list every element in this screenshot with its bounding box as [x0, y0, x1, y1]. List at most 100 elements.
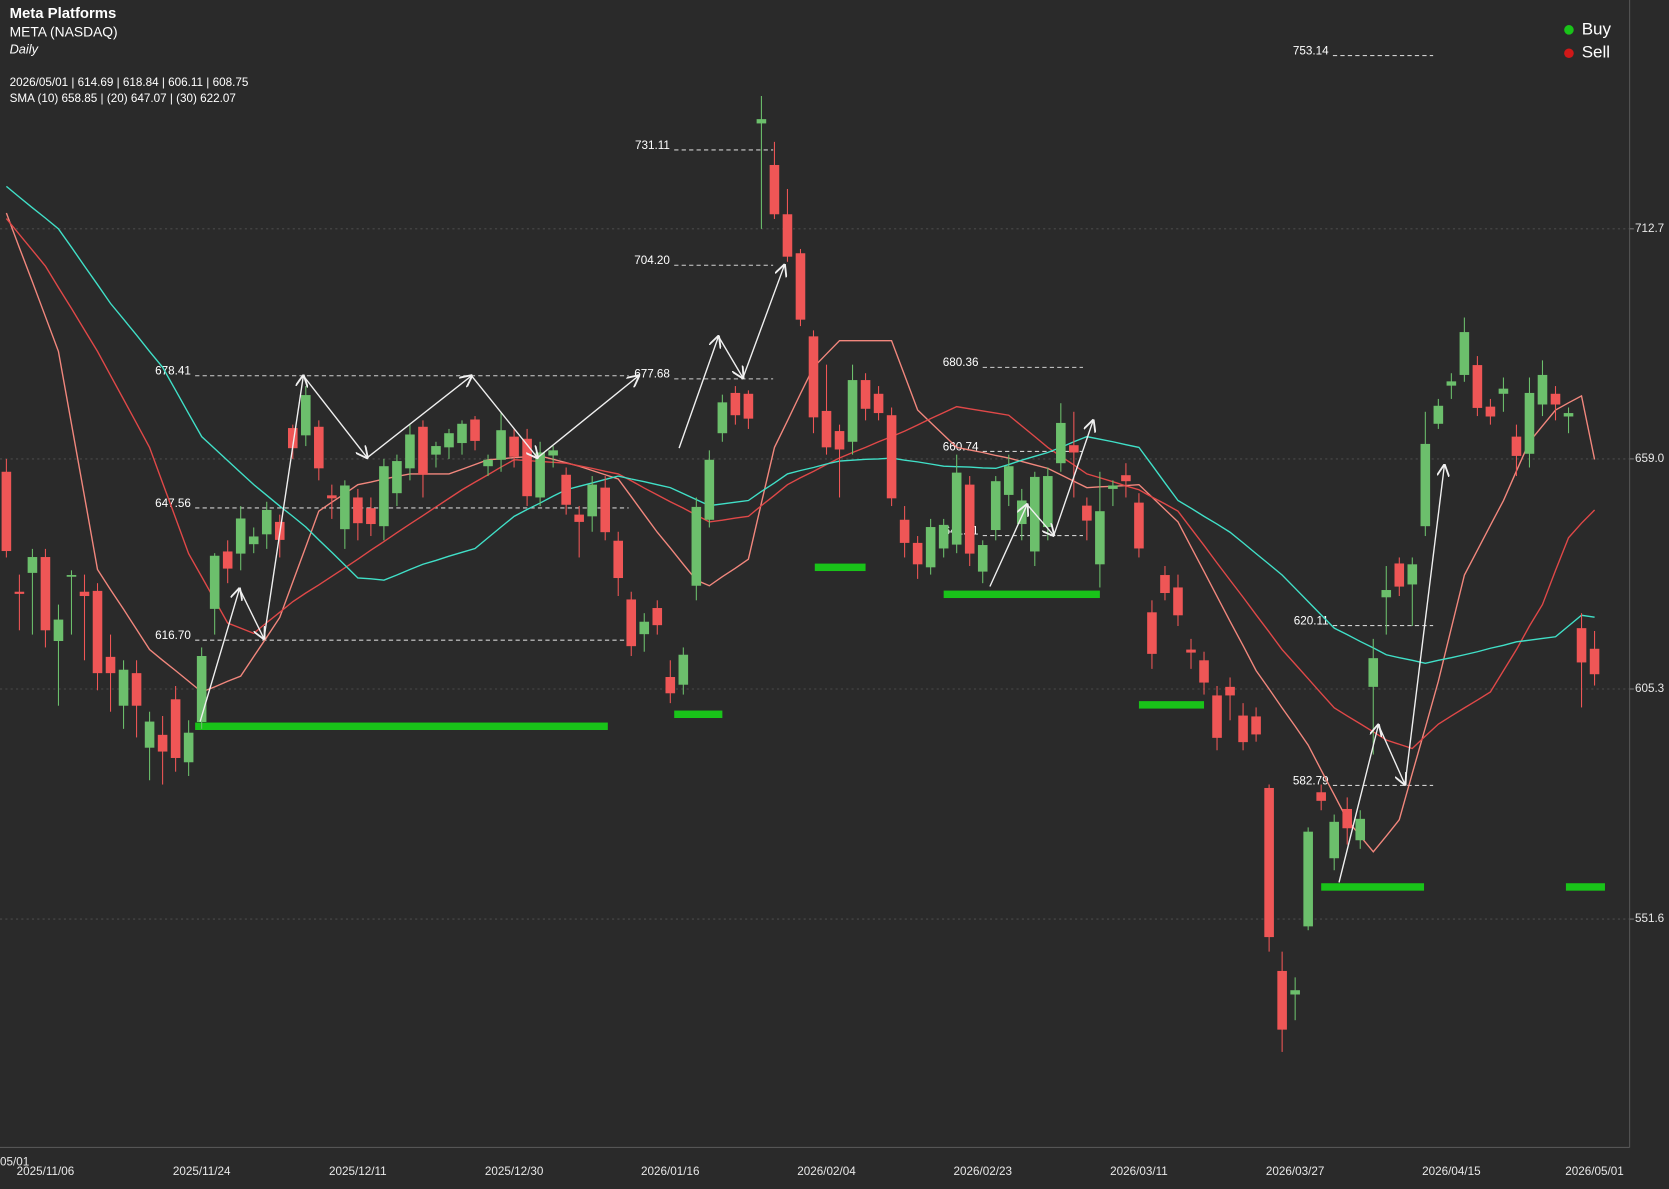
candle-body: [795, 253, 806, 320]
arrow: [1026, 504, 1054, 536]
edge-label: 05/01: [0, 1155, 29, 1168]
candle-body: [1199, 660, 1209, 683]
sma-line: [5, 212, 1596, 853]
candle-body: [1524, 392, 1535, 454]
legend-label: Sell: [1582, 43, 1610, 62]
arrow: [717, 336, 742, 378]
candle-body: [222, 551, 233, 569]
arrow: [989, 505, 1027, 587]
candle-body: [522, 438, 532, 497]
candle-body: [1225, 686, 1235, 696]
candle-body: [574, 514, 584, 522]
candle-body: [66, 575, 77, 577]
x-tick-label: 2026/02/04: [797, 1165, 856, 1178]
candle-body: [964, 484, 975, 554]
candle-body: [1459, 332, 1470, 375]
candle-body: [951, 472, 962, 545]
candle-body: [1277, 970, 1287, 1030]
sma-line: [5, 218, 1596, 750]
arrow: [742, 265, 785, 379]
candle-body: [1407, 564, 1418, 585]
candle-body: [548, 450, 558, 456]
y-tick-label: 605.3: [1635, 682, 1664, 695]
level-label: 647.56: [155, 497, 191, 510]
candle-body: [1069, 445, 1079, 453]
arrow: [366, 376, 471, 459]
candle-body: [1368, 658, 1379, 687]
candle-body: [730, 392, 741, 416]
candle-body: [808, 336, 819, 418]
candle-body: [1264, 787, 1274, 938]
candle-body: [418, 426, 428, 475]
candle-body: [79, 591, 90, 597]
candle-body: [301, 395, 311, 436]
arrow: [1404, 465, 1444, 785]
x-tick-label: 2026/05/01: [1565, 1165, 1624, 1178]
candle-body: [314, 426, 324, 469]
candle-body: [366, 508, 376, 525]
candle-body: [1, 471, 12, 552]
candle-body: [743, 393, 754, 419]
candle-body: [1511, 436, 1522, 456]
candle-body: [535, 452, 545, 498]
candle-body: [444, 433, 454, 448]
arrow: [1338, 725, 1378, 883]
candle-body: [235, 518, 246, 554]
candle-body: [327, 495, 337, 499]
arrow: [1053, 420, 1093, 536]
x-tick-label: 2026/03/11: [1110, 1165, 1168, 1178]
x-tick-label: 2026/02/23: [953, 1165, 1012, 1178]
candle-body: [717, 402, 728, 434]
level-label: 753.14: [1293, 44, 1329, 57]
level-label: 680.36: [943, 356, 979, 369]
candle-body: [483, 459, 493, 467]
zone-bar: [943, 590, 1100, 599]
candle-body: [860, 380, 871, 409]
candle-body: [1160, 575, 1170, 594]
candle-body: [1212, 695, 1222, 738]
candle-body: [53, 619, 64, 642]
candle-body: [1316, 792, 1326, 801]
arrow: [302, 375, 367, 458]
candle-body: [183, 732, 194, 763]
candle-body: [990, 481, 1001, 531]
candle-body: [1563, 413, 1574, 417]
candle-body: [92, 590, 103, 674]
candle-body: [587, 484, 597, 517]
candle-body: [1186, 649, 1196, 653]
y-tick-label: 712.7: [1635, 222, 1664, 235]
sma-line: [5, 185, 1595, 664]
level-label: 704.20: [634, 254, 670, 267]
candle-body: [340, 485, 350, 530]
candle-body: [1446, 381, 1457, 386]
candle-body: [821, 410, 832, 448]
candle-body: [405, 434, 415, 469]
x-tick-label: 2025/11/24: [173, 1165, 231, 1178]
candle-body: [353, 497, 363, 524]
legend-dot: [1564, 48, 1574, 59]
level-label: 731.11: [635, 139, 670, 152]
x-tick-label: 2026/04/15: [1422, 1165, 1481, 1178]
candle-body: [1342, 808, 1353, 829]
candle-body: [613, 540, 624, 579]
candle-body: [1147, 612, 1157, 654]
x-tick-label: 2025/11/06: [17, 1165, 75, 1178]
candle-body: [678, 654, 689, 685]
zone-bar: [814, 563, 866, 572]
level-label: 677.68: [634, 368, 670, 381]
arrow: [238, 588, 263, 639]
x-tick-label: 2026/01/16: [641, 1165, 699, 1178]
candle-body: [1108, 485, 1118, 489]
candle-body: [782, 214, 793, 257]
arrow: [1377, 724, 1405, 785]
ohlc-label: 2026/05/01 | 614.69 | 618.84 | 606.11 | …: [10, 76, 249, 89]
y-tick-label: 659.0: [1635, 452, 1665, 465]
level-label: 616.70: [155, 629, 191, 642]
zone-bar: [1565, 883, 1605, 891]
candle-body: [1589, 648, 1600, 675]
candle-body: [287, 428, 298, 449]
candle-body: [977, 545, 988, 572]
candle-body: [1355, 818, 1366, 841]
legend-label: Buy: [1582, 19, 1612, 38]
